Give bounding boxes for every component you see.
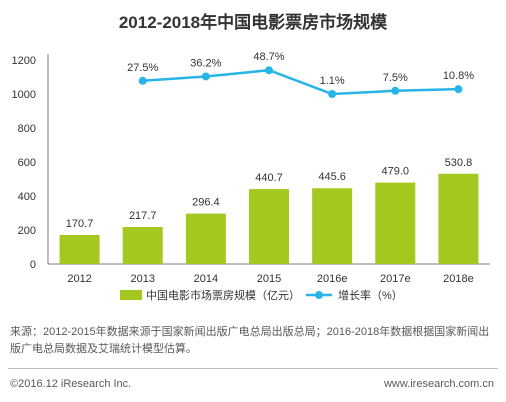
x-tick-label: 2016e — [317, 273, 348, 285]
bar-value-label: 217.7 — [129, 210, 157, 222]
x-tick-label: 2017e — [380, 273, 411, 285]
bar-value-label: 530.8 — [445, 157, 473, 169]
bar-value-label: 296.4 — [192, 197, 220, 209]
bar — [438, 173, 479, 264]
bar-value-label: 479.0 — [382, 166, 410, 178]
bar — [185, 213, 226, 264]
growth-point — [201, 72, 210, 81]
bar-series: 170.7 217.7 296.4 440.7 445.6 479.0 530.8 — [59, 157, 479, 264]
footer-divider — [8, 368, 498, 369]
legend-label-line: 增长率（%） — [338, 288, 403, 302]
bar — [312, 188, 353, 264]
x-tick-label: 2013 — [130, 273, 154, 285]
legend-swatch-marker — [315, 291, 323, 299]
x-tick-label: 2014 — [194, 273, 218, 285]
growth-value-label: 1.1% — [320, 75, 345, 87]
bar — [59, 234, 100, 264]
growth-value-label: 7.5% — [383, 72, 408, 84]
x-tick-label: 2012 — [67, 273, 91, 285]
growth-point — [138, 76, 147, 85]
y-tick-label: 600 — [18, 157, 36, 169]
bar-value-label: 170.7 — [66, 218, 94, 230]
legend-swatch-bar — [120, 290, 142, 300]
legend: 中国电影市场票房规模（亿元） 增长率（%） — [120, 288, 403, 302]
growth-value-label: 10.8% — [443, 70, 474, 82]
chart-title: 2012-2018年中国电影票房市场规模 — [119, 12, 388, 32]
growth-point — [454, 85, 463, 94]
growth-line — [142, 68, 459, 96]
growth-value-label: 36.2% — [190, 57, 221, 69]
y-tick-label: 0 — [30, 259, 36, 271]
x-tick-label: 2015 — [257, 273, 281, 285]
footer-website[interactable]: www.iresearch.com.cn — [383, 378, 494, 390]
growth-point — [391, 86, 400, 95]
source-note: 来源：2012-2015年数据来源于国家新闻出版广电总局出版总局；2016-20… — [10, 326, 490, 355]
y-tick-label: 1000 — [12, 89, 36, 101]
bar — [249, 189, 289, 264]
bar — [375, 182, 416, 264]
y-tick-label: 1200 — [12, 55, 36, 67]
bar — [122, 226, 163, 264]
y-tick-label: 400 — [18, 191, 36, 203]
growth-point — [265, 66, 273, 75]
bar-value-label: 440.7 — [255, 172, 283, 184]
axes: 0 200 400 600 800 1000 1200 2012 2013 2014 2015 201… — [12, 54, 490, 285]
growth-value-label: 48.7% — [253, 51, 284, 63]
growth-value-label: 27.5% — [127, 62, 158, 74]
line-series: 27.5% 36.2% 48.7% 1.1% 7.5% 10.8% — [127, 51, 474, 98]
x-tick-label: 2018e — [443, 273, 474, 285]
chart-svg: 2012-2018年中国电影票房市场规模 0 200 400 600 800 1000 12… — [12, 12, 490, 302]
footer-copyright: ©2016.12 iResearch Inc. — [10, 378, 132, 390]
growth-point — [328, 90, 337, 98]
y-tick-label: 200 — [18, 225, 36, 237]
legend-label-bar: 中国电影市场票房规模（亿元） — [146, 288, 300, 302]
y-tick-label: 800 — [18, 123, 36, 135]
bar-value-label: 445.6 — [318, 171, 346, 183]
